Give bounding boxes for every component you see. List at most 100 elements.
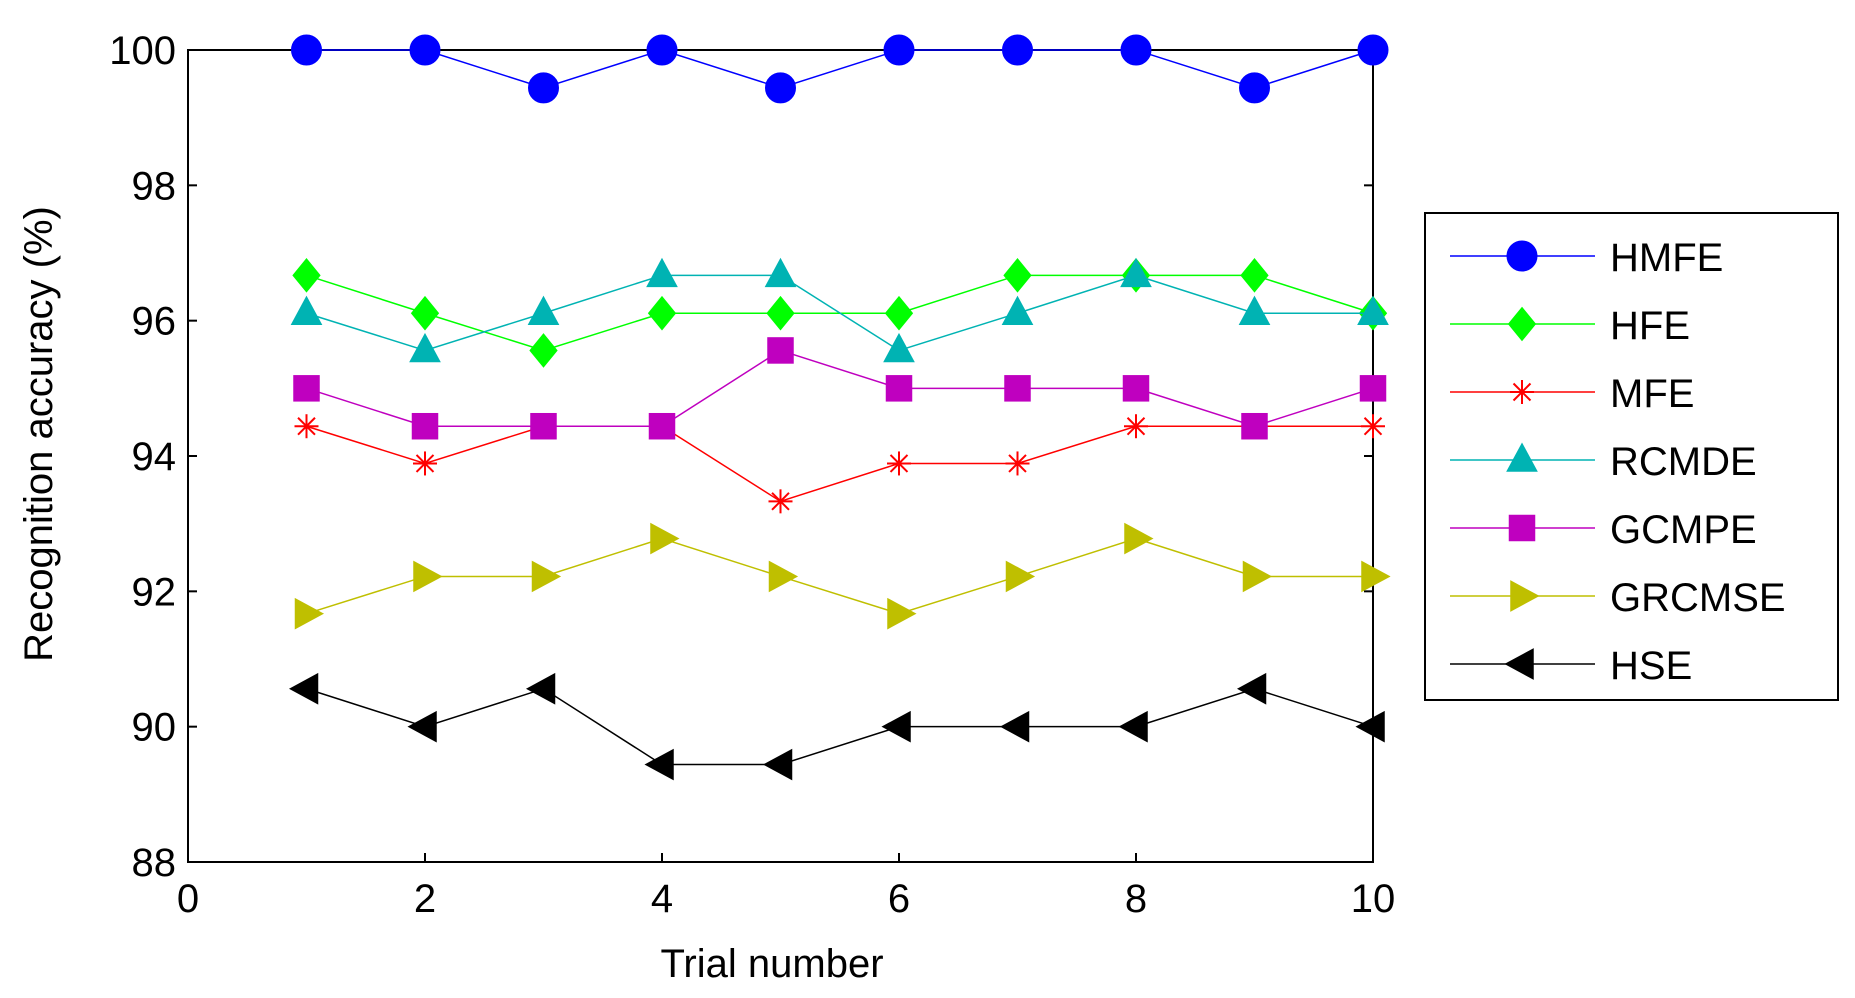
legend-marker bbox=[1510, 580, 1540, 612]
star-stroke bbox=[771, 492, 790, 511]
axis-ticks: 0 2 4 6 8 10 88 90 92 94 96 98 100 bbox=[109, 29, 1395, 921]
data-point-hmfe bbox=[291, 34, 322, 66]
legend-item-hmfe: HMFE bbox=[1450, 236, 1723, 280]
series-line-mfe bbox=[306, 425, 1373, 503]
legend-marker bbox=[1506, 240, 1538, 272]
series-mfe bbox=[294, 414, 1385, 514]
star-stroke bbox=[1126, 417, 1146, 436]
data-point-rcmde bbox=[1357, 295, 1389, 325]
series-layer bbox=[288, 34, 1391, 781]
data-point-hmfe bbox=[646, 34, 678, 66]
series-grcmse bbox=[294, 522, 1391, 630]
data-point-hmfe bbox=[1239, 72, 1270, 104]
data-point-rcmde bbox=[290, 295, 323, 325]
data-point-rcmde bbox=[527, 295, 560, 325]
data-point-grcmse bbox=[1124, 522, 1154, 555]
data-point-mfe bbox=[413, 451, 437, 476]
x-tick-label: 4 bbox=[651, 877, 673, 921]
data-point-rcmde bbox=[1001, 295, 1034, 325]
data-point-hse bbox=[1118, 710, 1148, 743]
x-tick-label: 6 bbox=[888, 877, 910, 921]
data-point-hfe bbox=[766, 295, 795, 331]
legend-item-grcmse: GRCMSE bbox=[1450, 576, 1786, 620]
y-tick-label: 100 bbox=[109, 29, 176, 73]
y-tick-label: 96 bbox=[132, 300, 177, 344]
data-point-hmfe bbox=[765, 72, 796, 104]
y-tick-label: 92 bbox=[132, 570, 177, 614]
x-tick-label: 0 bbox=[177, 877, 199, 921]
data-point-hse bbox=[762, 748, 793, 781]
data-point-hfe bbox=[884, 295, 914, 331]
data-point-hse bbox=[407, 710, 437, 743]
legend-item-mfe: MFE bbox=[1450, 372, 1694, 416]
data-point-grcmse bbox=[1005, 560, 1036, 593]
series-line-hmfe bbox=[306, 49, 1374, 89]
data-point-grcmse bbox=[294, 597, 325, 630]
data-point-hse bbox=[288, 672, 319, 705]
data-point-rcmde bbox=[764, 257, 797, 288]
data-point-hmfe bbox=[528, 72, 559, 104]
legend-item-gcmpe: GCMPE bbox=[1450, 508, 1757, 552]
data-point-gcmpe bbox=[885, 375, 913, 402]
x-tick-label: 10 bbox=[1351, 877, 1396, 921]
data-point-hse bbox=[1355, 710, 1385, 743]
star-stroke bbox=[1363, 417, 1383, 436]
data-point-gcmpe bbox=[293, 375, 320, 402]
legend-label: MFE bbox=[1610, 372, 1694, 416]
data-point-hse bbox=[644, 748, 674, 781]
data-point-hfe bbox=[647, 295, 677, 331]
star-stroke bbox=[889, 454, 909, 473]
series-gcmpe bbox=[293, 337, 1387, 440]
data-point-grcmse bbox=[768, 560, 799, 593]
data-point-mfe bbox=[1124, 414, 1148, 439]
plot-frame bbox=[187, 49, 1374, 863]
data-point-grcmse bbox=[650, 522, 680, 555]
data-point-gcmpe bbox=[530, 412, 557, 440]
legend-item-hse: HSE bbox=[1450, 644, 1692, 688]
data-point-hfe bbox=[529, 333, 558, 368]
legend: HMFE HFE MFE RCMDE GCMPE GRCMSE HSE bbox=[1424, 212, 1839, 701]
series-hse bbox=[288, 672, 1385, 781]
legend-label: GCMPE bbox=[1610, 508, 1757, 552]
star-stroke bbox=[1008, 454, 1027, 473]
legend-marker bbox=[1506, 442, 1538, 472]
data-point-hfe bbox=[1240, 258, 1269, 293]
data-point-grcmse bbox=[531, 560, 562, 593]
data-point-gcmpe bbox=[767, 337, 794, 364]
data-point-mfe bbox=[887, 451, 911, 476]
series-line-grcmse bbox=[306, 537, 1373, 615]
legend-marker bbox=[1507, 306, 1537, 342]
data-point-hse bbox=[1236, 672, 1267, 705]
data-point-gcmpe bbox=[1122, 375, 1150, 402]
data-point-hmfe bbox=[883, 34, 915, 66]
data-point-hfe bbox=[1003, 258, 1032, 293]
series-line-gcmpe bbox=[306, 349, 1374, 428]
series-line-hse bbox=[306, 687, 1374, 766]
data-point-mfe bbox=[1005, 451, 1030, 476]
legend-label: HMFE bbox=[1610, 236, 1723, 280]
legend-label: RCMDE bbox=[1610, 440, 1757, 484]
series-line-rcmde bbox=[306, 274, 1373, 352]
y-tick-label: 90 bbox=[132, 706, 177, 750]
data-point-mfe bbox=[294, 414, 319, 439]
data-point-grcmse bbox=[1242, 560, 1273, 593]
legend-item-hfe: HFE bbox=[1450, 304, 1690, 348]
series-rcmde bbox=[290, 257, 1389, 363]
data-point-hse bbox=[999, 710, 1030, 743]
y-tick-label: 88 bbox=[132, 841, 177, 885]
legend-marker bbox=[1504, 648, 1534, 680]
data-point-hse bbox=[881, 710, 911, 743]
plot-area-border bbox=[187, 49, 1374, 863]
legend-marker bbox=[1510, 380, 1534, 404]
legend-marker bbox=[1508, 514, 1536, 542]
data-point-mfe bbox=[768, 489, 793, 514]
data-point-gcmpe bbox=[1004, 375, 1031, 402]
legend-label: HFE bbox=[1610, 304, 1690, 348]
series-hmfe bbox=[291, 34, 1389, 104]
x-axis-label: Trial number bbox=[660, 942, 883, 986]
data-point-gcmpe bbox=[648, 412, 676, 440]
data-point-hmfe bbox=[409, 34, 441, 66]
data-point-rcmde bbox=[1238, 295, 1271, 325]
star-stroke bbox=[415, 454, 435, 473]
